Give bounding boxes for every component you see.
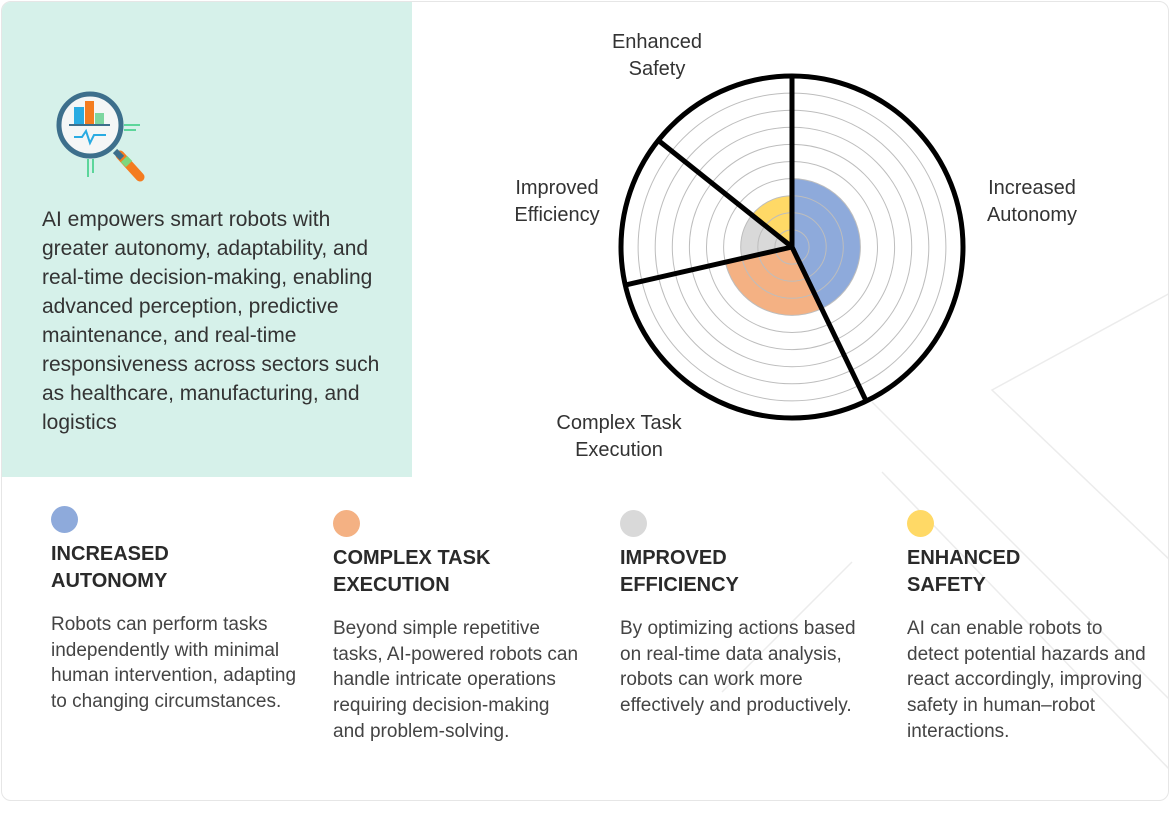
polar-area-chart [618,73,966,421]
sector-divider [789,245,869,403]
legend-text: Beyond simple repetitive tasks, AI-power… [333,618,579,742]
legend-text: By optimizing actions based on real-time… [620,618,856,717]
magnifier-chart-icon [56,91,145,182]
legend-title: IMPROVED EFFICIENCY [620,547,739,596]
legend-dot [333,510,360,537]
label-line: Improved [515,177,599,199]
legend-dot [907,510,934,537]
label-line: Complex Task [556,412,682,434]
sector-divider [656,138,794,249]
legend-text: AI can enable robots to detect potential… [907,618,1146,742]
legend-item-enhanced-safety: ENHANCED SAFETY AI can enable robots to d… [907,510,1147,745]
label-line: Safety [628,58,686,80]
legend-title: INCREASED AUTONOMY [51,543,169,592]
legend-item-improved-efficiency: IMPROVED EFFICIENCY By optimizing actions… [620,510,860,719]
chart-label-complex-task-execution: Complex Task Execution [524,410,714,464]
label-line: Efficiency [514,204,600,226]
legend-dot [620,510,647,537]
chart-label-improved-efficiency: Improved Efficiency [462,175,652,229]
infographic-card: AI empowers smart robots with greater au… [1,1,1169,801]
label-line: Execution [575,439,663,461]
label-line: Autonomy [986,204,1078,226]
intro-text: AI empowers smart robots with greater au… [42,208,380,434]
chart-label-enhanced-safety: Enhanced Safety [562,29,752,83]
legend-dot [51,506,78,533]
wedge-enhanced-safety [751,195,792,247]
label-line: Increased [988,177,1076,199]
chart-outer-ring [618,73,966,421]
label-line: Enhanced [611,31,703,53]
legend-title: COMPLEX TASK EXECUTION [333,547,491,596]
chart-label-increased-autonomy: Increased Autonomy [937,175,1127,229]
legend-title: ENHANCED SAFETY [907,547,1021,596]
legend-item-complex-task-execution: COMPLEX TASK EXECUTION Beyond simple repe… [333,510,578,745]
sector-divider [624,244,793,288]
legend-item-increased-autonomy: INCREASED AUTONOMY Robots can perform tas… [51,506,301,715]
legend-text: Robots can perform tasks independently w… [51,614,297,713]
intro-panel: AI empowers smart robots with greater au… [2,2,412,477]
